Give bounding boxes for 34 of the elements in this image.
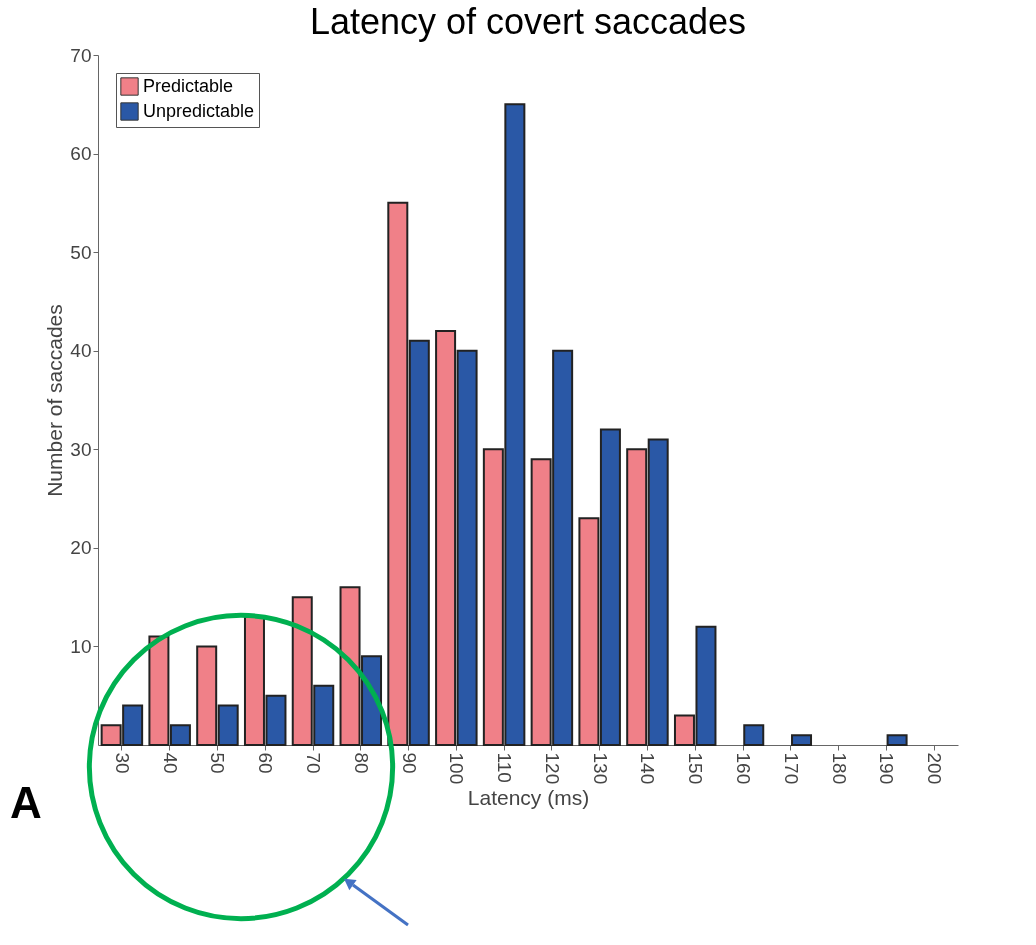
x-tick-label: 110 [494,752,516,783]
chart-title: Latency of covert saccades [309,1,747,42]
y-tick-label: 50 [70,241,92,263]
x-tick-label: 30 [111,752,133,774]
y-tick-label: 30 [70,438,92,460]
bar [743,724,765,746]
bar [791,734,813,746]
x-tick-label: 150 [685,752,707,785]
y-axis-title: Number of saccades [43,304,67,497]
y-tick-label: 20 [70,537,92,559]
y-tick-label: 70 [70,44,92,66]
legend-label: Predictable [143,75,234,96]
x-tick-label: 160 [733,752,754,785]
y-tick-label: 10 [70,635,92,657]
legend-label: Unpredictable [143,100,255,121]
x-tick-label: 70 [303,752,324,774]
x-tick-label: 60 [255,752,277,774]
x-tick-label: 90 [398,752,420,774]
y-tick-label: 40 [70,340,92,362]
x-tick-label: 180 [828,752,850,785]
bar [886,734,908,746]
x-tick-label: 100 [446,752,468,785]
text: A [10,778,42,827]
x-tick-label: 190 [876,752,898,785]
x-tick-label: 80 [350,752,372,774]
x-tick-label: 40 [159,752,181,774]
x-tick-label: 50 [207,752,229,774]
y-tick-label: 60 [70,143,92,165]
x-tick-label: 200 [924,752,946,785]
x-tick-label: 140 [637,752,659,785]
x-axis-title: Latency (ms) [467,786,590,810]
x-tick-label: 170 [780,752,802,785]
x-tick-label: 130 [589,752,611,785]
x-tick-label: 120 [541,752,563,785]
